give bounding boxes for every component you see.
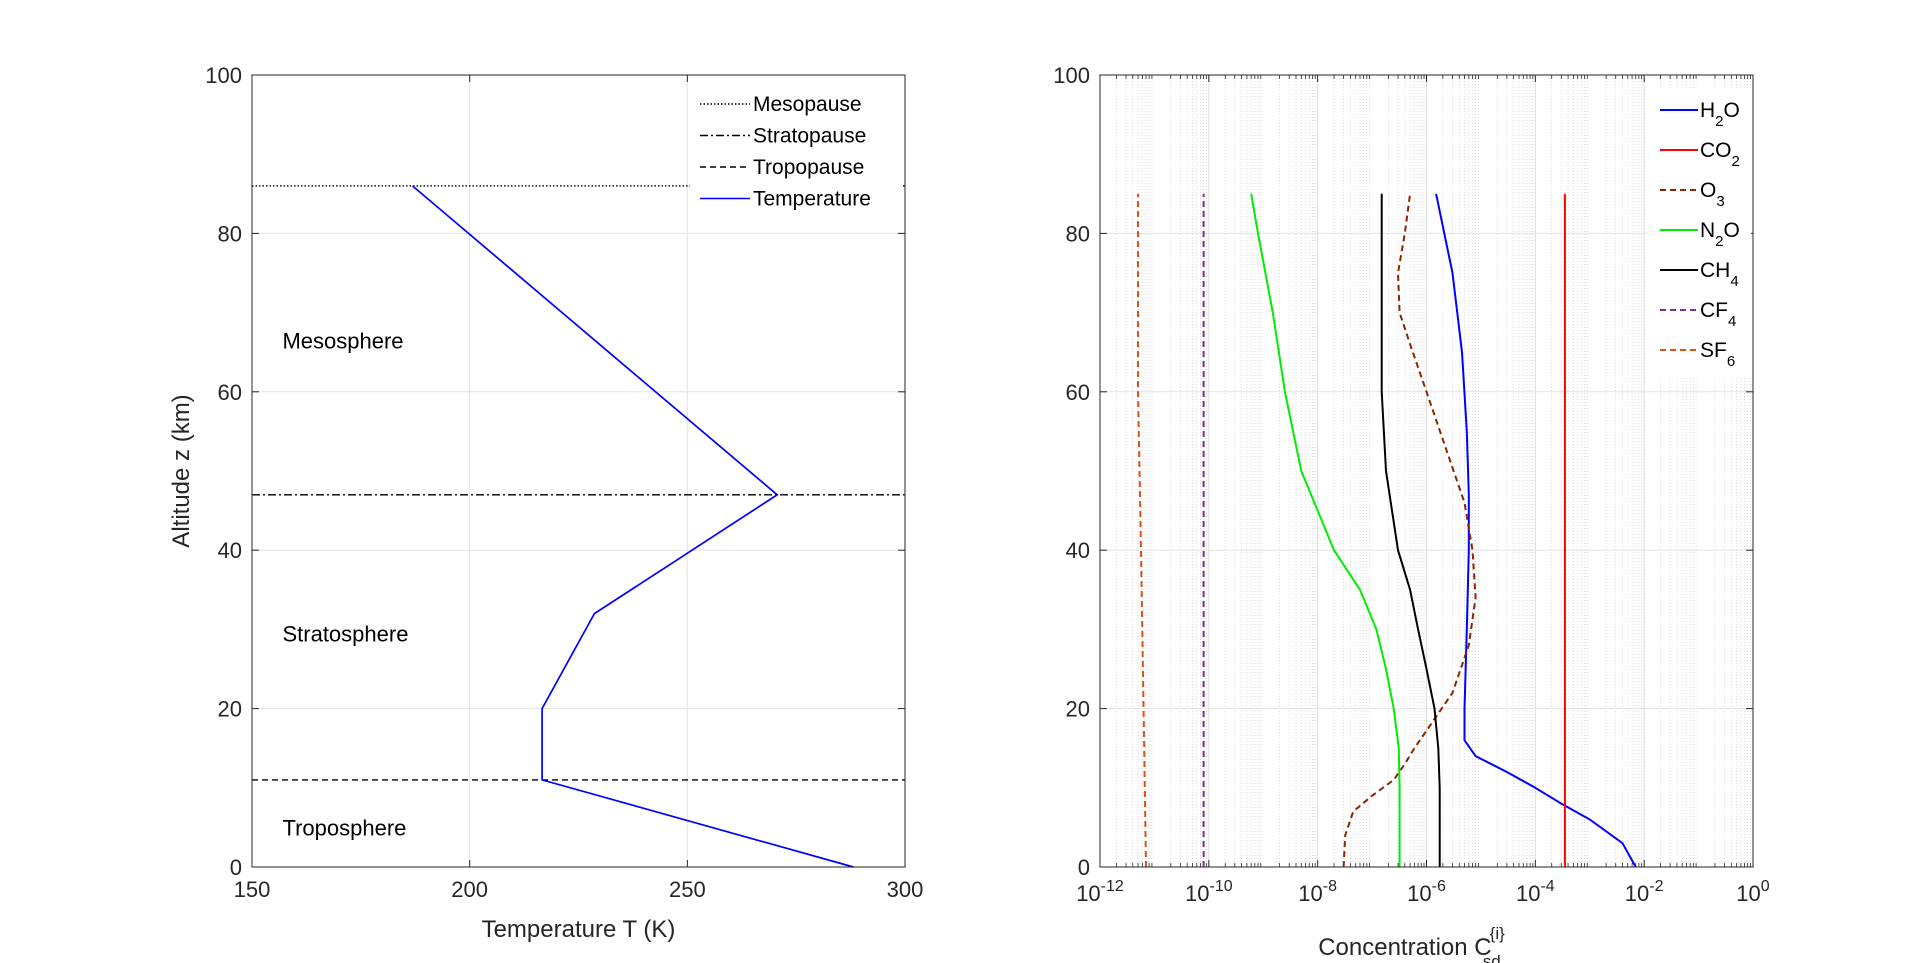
legend-box	[1648, 90, 1751, 376]
x-axis-label-main: Concentration C	[1318, 934, 1491, 961]
temperature-panel: 150 200 250 300 0 20 40 60 80 100 Mesosphere Strato…	[168, 63, 923, 943]
legend-label-subscript: 4	[1728, 313, 1736, 330]
x-tick-label: 10-4	[1516, 878, 1555, 906]
x-tick-label: 10-8	[1298, 878, 1337, 906]
y-tick-label: 40	[1066, 538, 1090, 563]
x-tick-base: 10	[1625, 881, 1649, 906]
legend-label-main: O	[1700, 179, 1716, 202]
legend-label: Tropopause	[753, 156, 864, 179]
x-tick-label: 150	[234, 877, 271, 902]
y-tick-label: 100	[205, 63, 242, 88]
x-tick-exponent: -8	[1323, 878, 1337, 895]
legend-label: H2O	[1700, 99, 1740, 130]
y-tick-label: 0	[230, 855, 242, 880]
x-axis-label: Temperature T (K)	[482, 916, 676, 943]
x-axis-label-subscript: sd	[1483, 952, 1501, 963]
x-tick-base: 10	[1076, 881, 1100, 906]
x-tick-label: 200	[451, 877, 488, 902]
legend-label-tail: O	[1724, 99, 1740, 122]
series-line-temperature	[411, 185, 854, 868]
x-tick-exponent: -2	[1649, 878, 1663, 895]
y-tick-label: 60	[218, 380, 242, 405]
x-tick-exponent: 0	[1761, 878, 1770, 895]
region-label: Troposphere	[282, 815, 406, 840]
legend-label-main: CO	[1700, 139, 1732, 162]
legend-label: CF4	[1700, 299, 1736, 330]
legend-label-subscript: 4	[1730, 273, 1738, 290]
x-tick-label: 100	[1736, 878, 1769, 906]
x-axis-label-superscript: {i}	[1490, 924, 1505, 943]
legend-label-subscript: 6	[1727, 353, 1735, 370]
legend-label-main: CF	[1700, 299, 1728, 322]
y-tick-label: 20	[218, 697, 242, 722]
plot-frame	[251, 74, 906, 868]
legend-box	[690, 88, 902, 222]
legend-label: O3	[1700, 179, 1725, 210]
y-tick-label: 20	[1066, 697, 1090, 722]
series-line-o3	[1342, 193, 1477, 868]
legend-label: Stratopause	[753, 125, 866, 148]
x-tick-label: 250	[669, 877, 706, 902]
series-line-n2o	[1250, 193, 1401, 867]
x-tick-exponent: -6	[1432, 878, 1446, 895]
x-tick-exponent: -12	[1101, 878, 1124, 895]
series-line-ch4	[1380, 193, 1441, 867]
y-tick-label: 80	[218, 221, 242, 246]
region-label: Stratosphere	[282, 621, 408, 646]
x-tick-base: 10	[1407, 881, 1431, 906]
x-tick-label: 10-10	[1185, 878, 1233, 906]
legend-label: CH4	[1700, 259, 1739, 290]
legend-label: Mesopause	[753, 93, 862, 116]
legend-label-subscript: 2	[1732, 153, 1740, 170]
legend-label: CO2	[1700, 139, 1740, 170]
y-tick-label: 40	[218, 538, 242, 563]
legend-label: SF6	[1700, 339, 1735, 370]
x-tick-label: 10-2	[1625, 878, 1664, 906]
legend-label-main: SF	[1700, 339, 1727, 362]
x-tick-exponent: -10	[1210, 878, 1233, 895]
legend-label-main: N	[1700, 219, 1715, 242]
x-tick-label: 10-6	[1407, 878, 1446, 906]
y-tick-label: 0	[1078, 855, 1090, 880]
legend-label-subscript: 2	[1715, 233, 1723, 250]
legend-label-tail: O	[1724, 219, 1740, 242]
x-tick-label: 300	[887, 877, 924, 902]
legend-label: N2O	[1700, 219, 1740, 250]
y-tick-label: 80	[1066, 221, 1090, 246]
y-tick-label: 100	[1053, 63, 1090, 88]
series-line-h2o	[1435, 193, 1637, 868]
legend-label-subscript: 3	[1716, 193, 1724, 210]
x-tick-base: 10	[1516, 881, 1540, 906]
x-axis-label: Concentration C{i} sd	[1318, 924, 1505, 963]
x-tick-base: 10	[1185, 881, 1209, 906]
concentration-panel: 10-12 10-10 10-8 10-6 10-4 10-2 10002040608010…	[1053, 63, 1770, 963]
region-label: Mesosphere	[282, 328, 403, 353]
y-tick-label: 60	[1066, 380, 1090, 405]
y-axis-label: Altitude z (km)	[168, 394, 195, 547]
x-tick-base: 10	[1298, 881, 1322, 906]
legend-label-subscript: 2	[1715, 113, 1723, 130]
x-tick-label: 10-12	[1076, 878, 1124, 906]
x-tick-exponent: -4	[1540, 878, 1554, 895]
legend-label-main: H	[1700, 99, 1715, 122]
x-tick-base: 10	[1736, 881, 1760, 906]
legend-label-main: CH	[1700, 259, 1730, 282]
legend-label: Temperature	[753, 188, 871, 211]
